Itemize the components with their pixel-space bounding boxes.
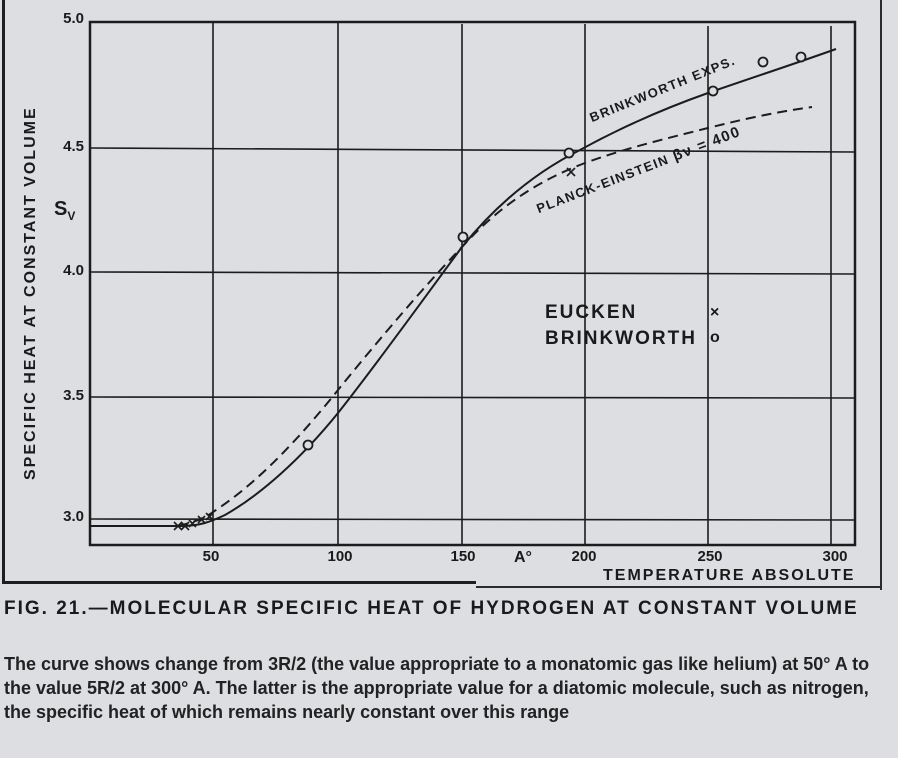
brinkworth-markers [302, 51, 807, 451]
x-tick-250: 250 [697, 548, 723, 565]
legend-eucken: EUCKEN [545, 302, 638, 323]
x-tick-50: 50 [202, 548, 220, 565]
eucken-markers [173, 167, 576, 531]
sv-subscript: V [67, 209, 76, 223]
x-axis-label: TEMPERATURE ABSOLUTE [603, 567, 856, 584]
sv-symbol: S [54, 198, 68, 220]
figure-caption-title: FIG. 21.—MOLECULAR SPECIFIC HEAT OF HYDR… [4, 598, 859, 619]
vertical-gridlines [212, 22, 832, 545]
y-tick-5-0: 5.0 [63, 10, 84, 27]
brinkworth-curve [90, 48, 837, 527]
y-tick-4-0: 4.0 [63, 262, 84, 279]
figure-caption-body: The curve shows change from 3R/2 (the va… [4, 654, 870, 722]
x-axis-unit: A° [514, 549, 532, 566]
legend-eucken-symbol: × [710, 304, 720, 321]
frame-left-border [2, 0, 5, 583]
x-tick-100: 100 [327, 548, 353, 565]
planck-einstein-curve [177, 106, 813, 527]
y-tick-3-0: 3.0 [63, 508, 84, 525]
frame-bottom-border-right [476, 586, 882, 588]
y-tick-3-5: 3.5 [63, 387, 84, 404]
chart-plot [88, 20, 857, 547]
y-axis-label: SPECIFIC HEAT AT CONSTANT VOLUME [22, 106, 39, 480]
y-tick-4-5: 4.5 [63, 138, 84, 155]
legend-brinkworth-symbol: o [710, 329, 720, 346]
plot-frame [88, 20, 857, 547]
horizontal-gridlines [89, 147, 856, 521]
x-tick-300: 300 [822, 548, 848, 565]
frame-right-border [880, 0, 882, 590]
frame-bottom-border [2, 581, 476, 584]
x-tick-150: 150 [450, 548, 476, 565]
y-axis-symbol: SV [54, 198, 75, 223]
legend: EUCKEN BRINKWORTH [545, 300, 697, 352]
legend-brinkworth: BRINKWORTH [545, 328, 697, 349]
x-tick-200: 200 [571, 548, 597, 565]
